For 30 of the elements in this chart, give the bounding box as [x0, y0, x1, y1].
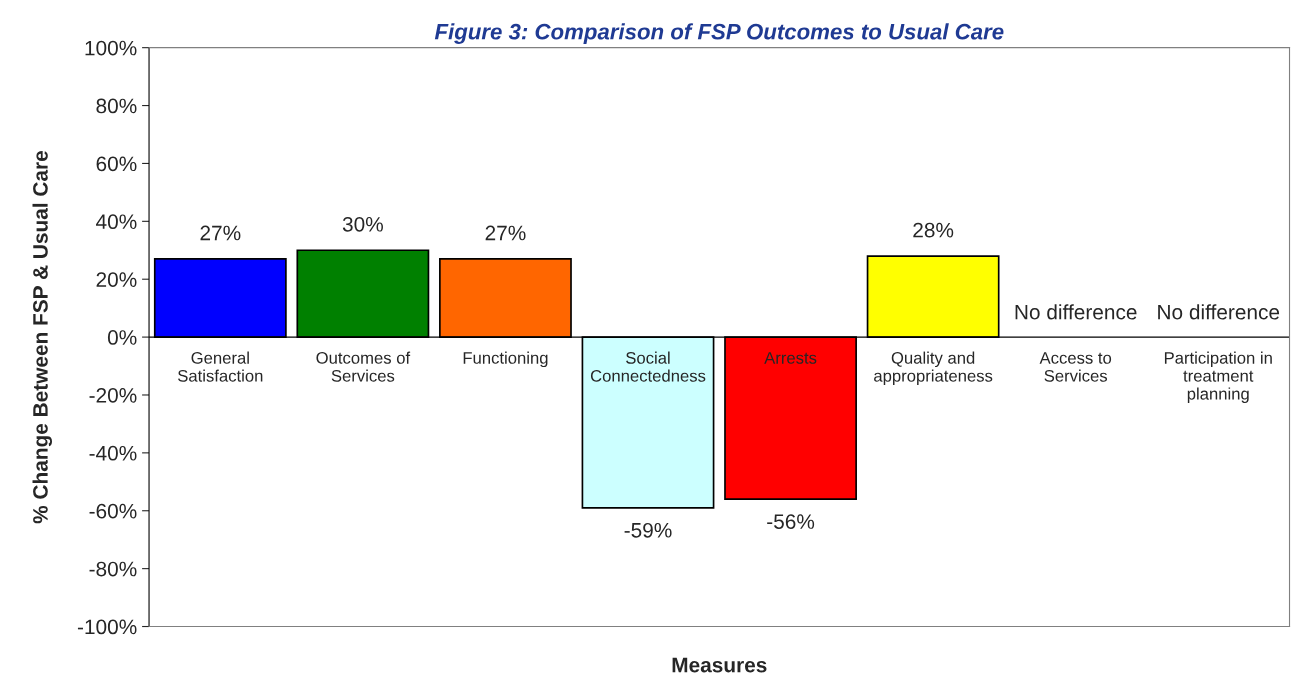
y-tick-label: -40%	[89, 445, 137, 461]
data-label: 27%	[200, 225, 241, 241]
text: No difference	[1158, 304, 1280, 320]
y-tick-label: -20%	[89, 387, 137, 403]
x-tick-label: Social Connectedness	[590, 351, 706, 382]
y-tick-label: 80%	[96, 98, 137, 114]
y-axis-title: % Change Between FSP & Usual Care	[32, 151, 53, 524]
data-label: -56%	[767, 514, 815, 529]
data-label: 28%	[913, 222, 954, 238]
y-tick-label: -60%	[89, 503, 137, 519]
data-label: 27%	[485, 225, 526, 241]
x-tick-label: Access to Services	[1039, 352, 1112, 382]
x-tick-label: Arrests	[764, 352, 817, 364]
y-tick-label: 60%	[96, 156, 137, 172]
y-tick-label: -80%	[89, 561, 137, 577]
data-label: -59%	[624, 522, 672, 538]
y-tick-label: -100%	[77, 619, 137, 635]
y-tick-label: 100%	[85, 40, 137, 56]
y-tick-label: 0%	[107, 330, 137, 345]
y-tick-label: 20%	[96, 272, 137, 287]
x-tick-label: General Satisfaction	[178, 351, 263, 382]
x-tick-label: Quality and appropriateness	[874, 351, 993, 386]
x-tick-label: Outcomes of Services	[316, 351, 411, 382]
y-tick-label: 40%	[96, 214, 137, 230]
text: No difference	[1015, 304, 1137, 320]
x-axis-title: Measures	[672, 657, 767, 673]
chart-title: Figure 3: Comparison of FSP Outcomes to Usual Care	[434, 23, 1004, 44]
x-tick-label: Participation in treatment planning	[1164, 351, 1272, 404]
x-tick-label: Functioning	[463, 351, 548, 368]
data-label: 30%	[342, 216, 383, 232]
